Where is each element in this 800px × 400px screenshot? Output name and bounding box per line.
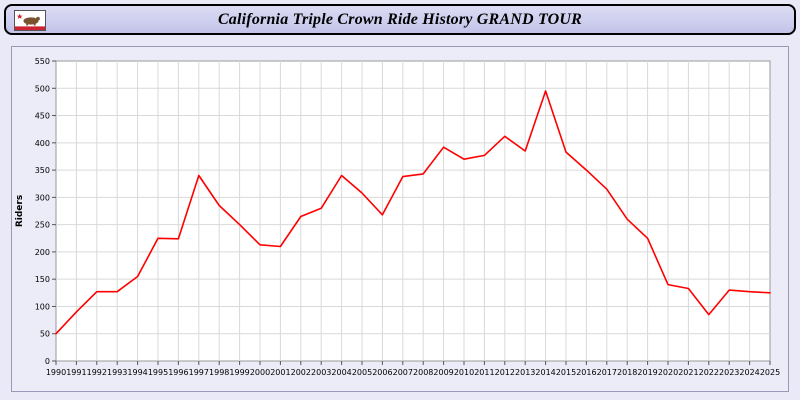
svg-text:400: 400 [35,139,50,148]
svg-text:2020: 2020 [658,368,678,377]
svg-text:2019: 2019 [637,368,657,377]
svg-text:1996: 1996 [168,368,188,377]
svg-text:200: 200 [35,248,50,257]
svg-text:2008: 2008 [413,368,433,377]
svg-text:1995: 1995 [148,368,168,377]
svg-text:150: 150 [35,275,50,284]
title-bar: California Triple Crown Ride History GRA… [4,4,796,35]
svg-text:2014: 2014 [535,368,555,377]
svg-text:2000: 2000 [250,368,270,377]
svg-text:1998: 1998 [209,368,229,377]
y-axis-label: Riders [15,195,25,227]
svg-text:300: 300 [35,193,50,202]
svg-text:2012: 2012 [495,368,515,377]
svg-text:2009: 2009 [433,368,453,377]
svg-text:450: 450 [35,112,50,121]
svg-text:350: 350 [35,166,50,175]
svg-text:2011: 2011 [474,368,494,377]
plot-area [55,60,771,362]
svg-text:2006: 2006 [372,368,392,377]
svg-text:2002: 2002 [291,368,311,377]
svg-text:2024: 2024 [739,368,759,377]
svg-text:2001: 2001 [270,368,290,377]
svg-text:1990: 1990 [46,368,66,377]
svg-text:1997: 1997 [189,368,209,377]
svg-text:2007: 2007 [393,368,413,377]
riders-line [55,90,771,335]
svg-text:2025: 2025 [760,368,780,377]
svg-text:2018: 2018 [617,368,637,377]
chart-panel: 0 50 100 150 200 250 300 350 400 450 500 550 1990 199… [11,46,789,392]
svg-text:2016: 2016 [576,368,596,377]
svg-text:50: 50 [40,330,50,339]
svg-text:2010: 2010 [454,368,474,377]
svg-text:1999: 1999 [229,368,249,377]
svg-text:2013: 2013 [515,368,535,377]
svg-text:1993: 1993 [107,368,127,377]
svg-text:250: 250 [35,221,50,230]
svg-text:2021: 2021 [678,368,698,377]
svg-text:2015: 2015 [556,368,576,377]
svg-text:1994: 1994 [127,368,147,377]
svg-text:2022: 2022 [699,368,719,377]
svg-text:500: 500 [35,84,50,93]
california-flag-icon [14,10,46,31]
svg-text:1991: 1991 [66,368,86,377]
svg-text:550: 550 [35,57,50,66]
svg-text:2004: 2004 [331,368,351,377]
svg-text:1992: 1992 [87,368,107,377]
chart-title: California Triple Crown Ride History GRA… [217,10,583,28]
svg-text:100: 100 [35,302,50,311]
svg-text:2017: 2017 [597,368,617,377]
svg-text:2005: 2005 [352,368,372,377]
svg-text:0: 0 [45,357,50,366]
svg-text:2023: 2023 [719,368,739,377]
svg-text:2003: 2003 [311,368,331,377]
